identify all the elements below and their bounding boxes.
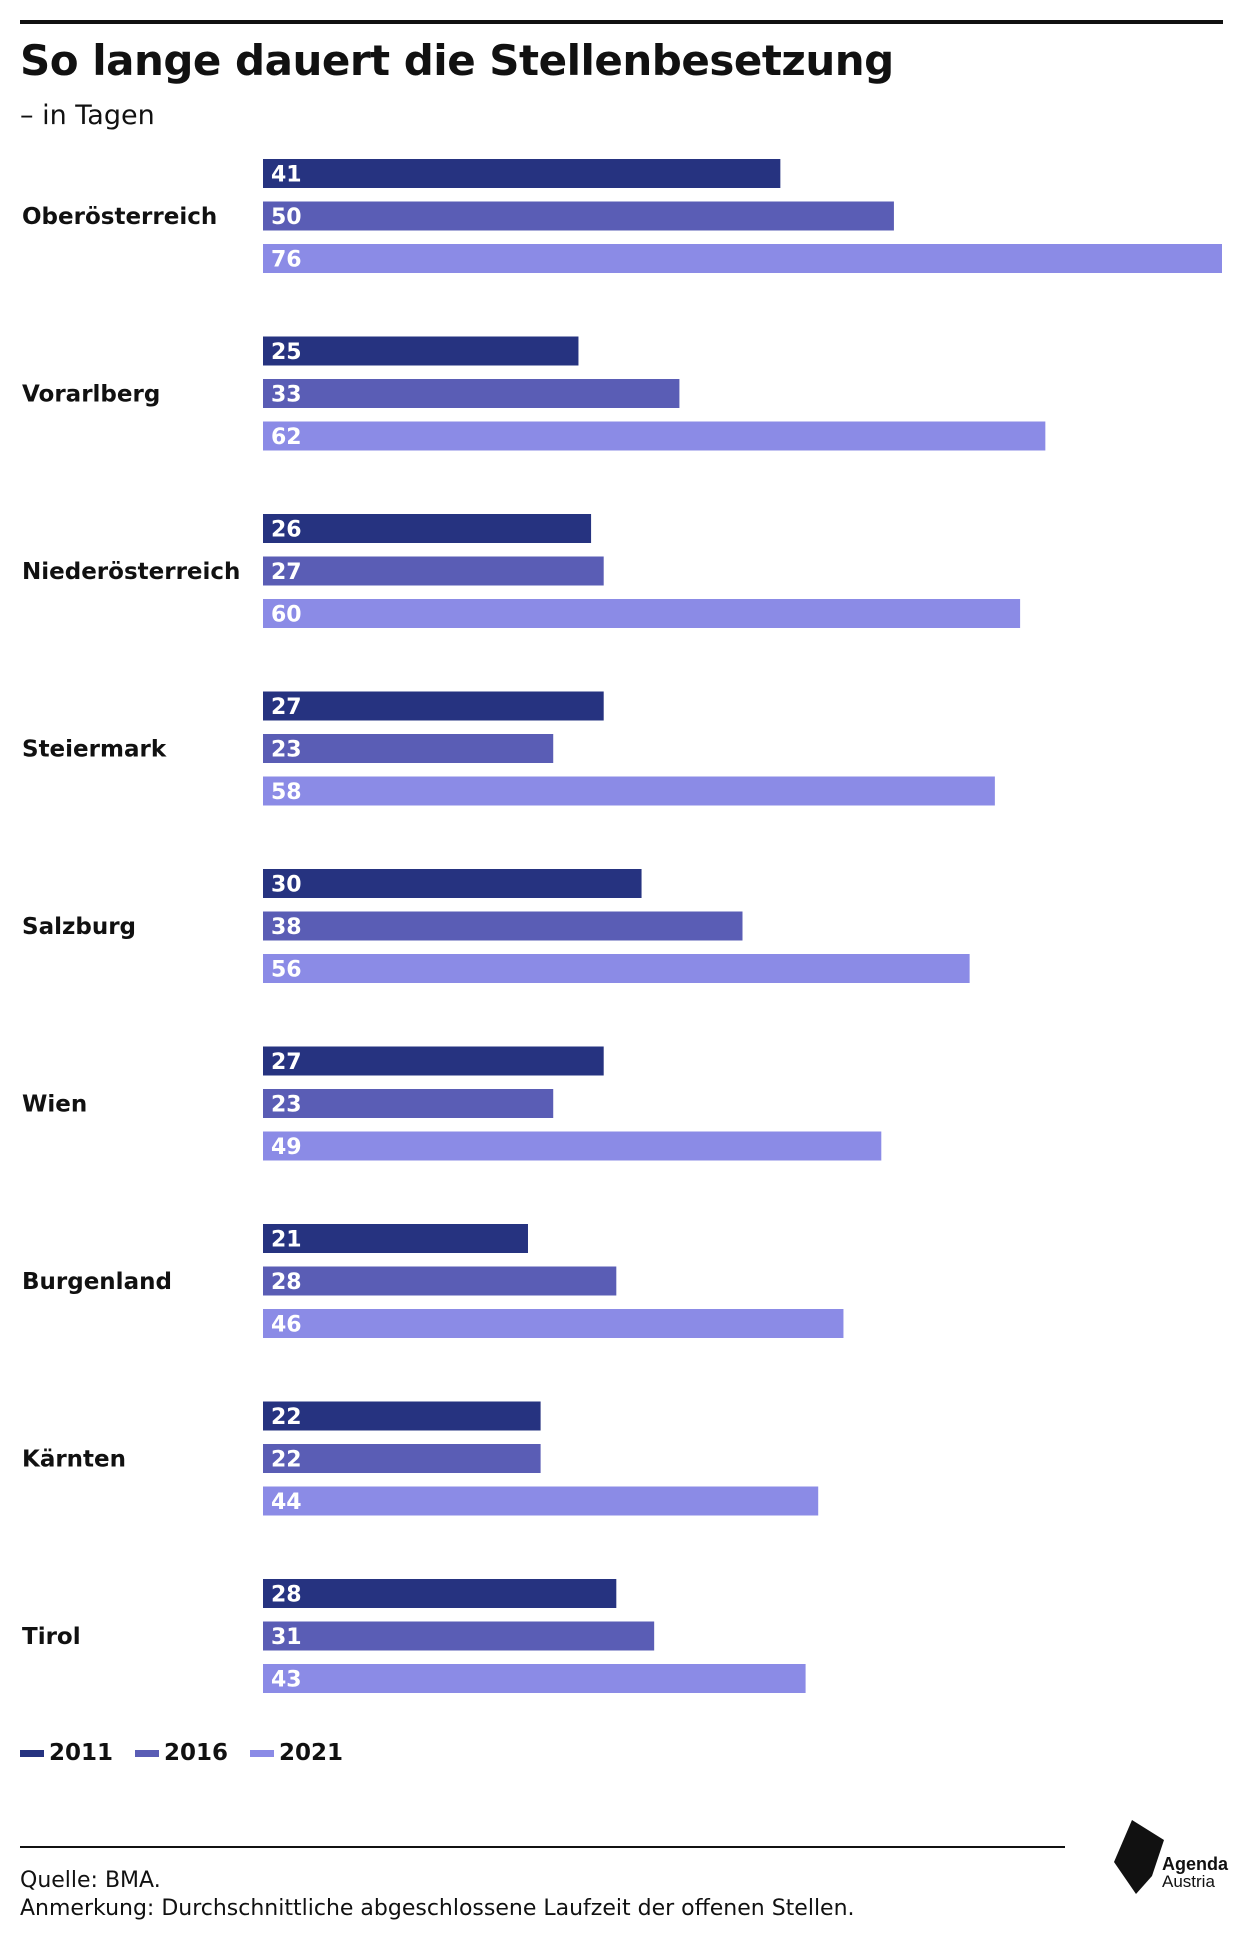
data-label-2016: 27 bbox=[271, 560, 302, 585]
data-label-2011: 30 bbox=[271, 873, 302, 898]
bar-2021 bbox=[263, 1486, 819, 1516]
data-label-2016: 33 bbox=[271, 383, 302, 408]
data-label-2011: 22 bbox=[271, 1405, 302, 1430]
bar-2011 bbox=[263, 1046, 604, 1076]
data-label-2021: 49 bbox=[271, 1135, 302, 1160]
bar-2016 bbox=[263, 556, 604, 586]
bar-2016 bbox=[263, 201, 894, 231]
source-text: Quelle: BMA. bbox=[20, 1868, 161, 1893]
data-label-2021: 43 bbox=[271, 1668, 302, 1693]
data-label-2011: 28 bbox=[271, 1583, 302, 1608]
data-label-2021: 60 bbox=[271, 603, 302, 628]
bar-2011 bbox=[263, 1224, 528, 1253]
legend: 2011 2016 2021 bbox=[20, 1740, 365, 1766]
data-label-2011: 41 bbox=[271, 163, 302, 188]
bar-2021 bbox=[263, 1664, 806, 1693]
legend-item-2021: 2021 bbox=[250, 1740, 343, 1766]
category-label: Kärnten bbox=[22, 1447, 126, 1473]
category-label: Vorarlberg bbox=[22, 382, 160, 408]
bar-2016 bbox=[263, 1089, 554, 1118]
data-label-2021: 46 bbox=[271, 1313, 302, 1338]
category-label: Tirol bbox=[22, 1624, 81, 1650]
bar-chart: Oberösterreich 41 50 76 Vorarlberg 25 33 62 Nied… bbox=[22, 159, 1222, 1693]
legend-label-2016: 2016 bbox=[164, 1740, 229, 1766]
data-label-2011: 25 bbox=[271, 340, 302, 365]
category-label: Niederösterreich bbox=[22, 559, 240, 585]
bar-2016 bbox=[263, 911, 743, 941]
logo-word-agenda: Agenda bbox=[1162, 1854, 1229, 1874]
category-label: Wien bbox=[22, 1092, 87, 1118]
chart-title: So lange dauert die Stellenbesetzung bbox=[20, 36, 894, 85]
bar-2021 bbox=[263, 776, 995, 806]
bar-2011 bbox=[263, 1579, 617, 1608]
category-label: Salzburg bbox=[22, 914, 136, 940]
bar-2021 bbox=[263, 1131, 882, 1161]
data-label-2016: 38 bbox=[271, 915, 302, 940]
data-label-2011: 21 bbox=[271, 1228, 302, 1253]
bar-2011 bbox=[263, 691, 604, 721]
chart-subtitle: – in Tagen bbox=[20, 100, 155, 131]
logo-word-austria: Austria bbox=[1162, 1872, 1215, 1891]
data-label-2021: 62 bbox=[271, 425, 302, 450]
data-label-2011: 27 bbox=[271, 1050, 302, 1075]
data-label-2011: 27 bbox=[271, 695, 302, 720]
legend-label-2011: 2011 bbox=[49, 1740, 114, 1766]
bar-2011 bbox=[263, 1401, 541, 1431]
data-label-2016: 23 bbox=[271, 738, 302, 763]
data-label-2016: 28 bbox=[271, 1270, 302, 1295]
bar-2016 bbox=[263, 1266, 617, 1296]
legend-label-2021: 2021 bbox=[279, 1740, 344, 1766]
logo-mark-icon bbox=[1114, 1820, 1164, 1894]
data-label-2016: 50 bbox=[271, 205, 302, 230]
legend-item-2011: 2011 bbox=[20, 1740, 113, 1766]
category-label: Steiermark bbox=[22, 737, 167, 763]
bar-2016 bbox=[263, 379, 680, 408]
data-label-2016: 22 bbox=[271, 1448, 302, 1473]
bar-2021 bbox=[263, 421, 1046, 451]
bar-2021 bbox=[263, 244, 1222, 273]
bar-2016 bbox=[263, 1621, 655, 1651]
data-label-2021: 76 bbox=[271, 248, 302, 273]
bar-2011 bbox=[263, 514, 592, 543]
bar-2016 bbox=[263, 1444, 541, 1473]
bar-2021 bbox=[263, 954, 970, 983]
category-label: Burgenland bbox=[22, 1269, 172, 1295]
top-rule bbox=[20, 20, 1223, 24]
legend-swatch-2016 bbox=[135, 1749, 160, 1757]
data-label-2021: 58 bbox=[271, 780, 302, 805]
data-label-2016: 31 bbox=[271, 1625, 302, 1650]
bar-2011 bbox=[263, 159, 781, 188]
data-label-2016: 23 bbox=[271, 1093, 302, 1118]
data-label-2021: 44 bbox=[271, 1490, 302, 1515]
bar-2021 bbox=[263, 599, 1021, 628]
data-label-2011: 26 bbox=[271, 518, 302, 543]
data-label-2021: 56 bbox=[271, 958, 302, 983]
category-label: Oberösterreich bbox=[22, 204, 217, 230]
legend-swatch-2011 bbox=[20, 1749, 44, 1757]
legend-item-2016: 2016 bbox=[135, 1740, 228, 1766]
legend-swatch-2021 bbox=[250, 1749, 275, 1757]
bar-2011 bbox=[263, 869, 642, 898]
note-text: Anmerkung: Durchschnittliche abgeschloss… bbox=[20, 1896, 855, 1921]
bar-2016 bbox=[263, 734, 554, 763]
bottom-rule bbox=[20, 1846, 1065, 1848]
agenda-austria-logo: Agenda Austria bbox=[1112, 1818, 1230, 1918]
bar-2011 bbox=[263, 336, 579, 366]
bar-2021 bbox=[263, 1309, 844, 1338]
